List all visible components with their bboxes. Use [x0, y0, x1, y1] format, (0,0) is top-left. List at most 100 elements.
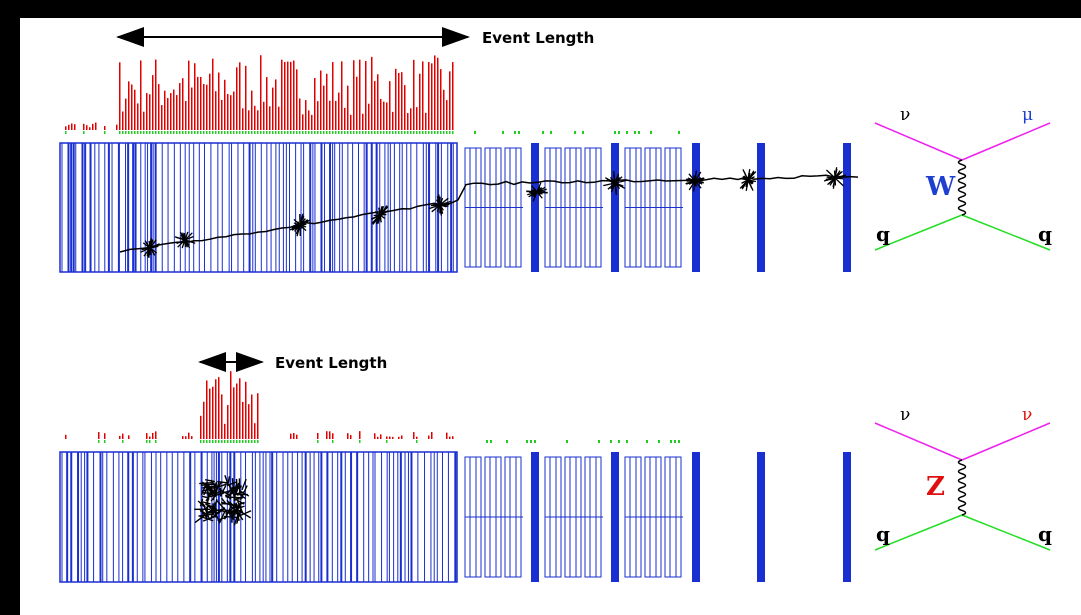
hit-tick — [143, 131, 145, 134]
hit-tick — [215, 131, 217, 134]
hit-bar — [200, 76, 202, 130]
hit-bar — [65, 434, 67, 439]
hit-bar — [176, 95, 178, 130]
hit-tick — [155, 131, 157, 134]
hit-tick — [146, 131, 148, 134]
hit-bar — [221, 394, 223, 439]
hit-tick — [650, 131, 652, 134]
hit-tick — [122, 440, 124, 443]
hit-bar — [233, 91, 235, 130]
hit-tick — [634, 131, 636, 134]
hit-bar — [65, 126, 67, 130]
hit-bar — [212, 386, 214, 439]
hit-tick — [278, 131, 280, 134]
hit-tick — [356, 131, 358, 134]
hit-bar — [128, 435, 130, 439]
steel-plane — [843, 452, 851, 582]
hit-bar — [344, 107, 346, 130]
hit-tick — [530, 440, 532, 443]
hit-tick — [212, 440, 214, 443]
hit-bar — [242, 108, 244, 130]
hit-tick — [431, 131, 433, 134]
shower-hit — [231, 478, 235, 493]
hit-tick — [646, 440, 648, 443]
hit-bar — [413, 432, 415, 439]
hit-bar — [425, 112, 427, 130]
hit-bar — [92, 123, 94, 130]
hit-bar — [266, 77, 268, 130]
hit-bar — [74, 124, 76, 130]
hit-bar — [371, 56, 373, 130]
hit-tick — [542, 131, 544, 134]
hit-tick — [410, 131, 412, 134]
hit-bar — [152, 432, 154, 439]
hit-tick — [674, 440, 676, 443]
fermion-line — [874, 122, 963, 161]
hit-bar — [215, 91, 217, 130]
steel-plane — [757, 143, 765, 272]
hit-tick — [446, 131, 448, 134]
hit-tick — [230, 440, 232, 443]
hit-bar — [179, 83, 181, 130]
hit-bar — [125, 98, 127, 130]
hit-tick — [185, 131, 187, 134]
particle-label: μ — [1022, 105, 1033, 125]
hit-bar — [242, 401, 244, 439]
calorimeter — [59, 142, 458, 273]
hit-tick — [164, 131, 166, 134]
hit-bar — [221, 99, 223, 130]
shower-hit — [199, 481, 213, 485]
hit-tick — [218, 131, 220, 134]
hit-bar — [296, 434, 298, 439]
hit-tick — [368, 131, 370, 134]
steel-plane — [611, 143, 619, 272]
shower-hit — [204, 478, 215, 483]
hit-bar — [155, 431, 157, 439]
shower-hit — [378, 207, 382, 223]
hit-bar — [86, 125, 88, 130]
hit-tick — [224, 131, 226, 134]
hit-tick — [224, 440, 226, 443]
hit-tick — [254, 440, 256, 443]
hit-tick — [212, 131, 214, 134]
hit-tick — [329, 131, 331, 134]
shower-hit — [233, 491, 245, 497]
hit-tick — [614, 131, 616, 134]
fermion-line — [961, 422, 1051, 461]
hit-bar — [410, 108, 412, 130]
hit-tick — [326, 131, 328, 134]
hit-tick — [218, 440, 220, 443]
hit-tick — [566, 440, 568, 443]
hit-bar — [305, 100, 307, 130]
shower-hit — [202, 501, 211, 505]
hit-bar — [224, 423, 226, 439]
hit-tick — [149, 440, 151, 443]
hit-tick — [380, 131, 382, 134]
hit-tick — [407, 131, 409, 134]
particle-label: q — [876, 522, 890, 546]
hit-tick — [332, 440, 334, 443]
hit-bar — [284, 61, 286, 131]
hit-bar — [452, 62, 454, 130]
hit-bar — [329, 100, 331, 130]
hit-bar — [389, 436, 391, 439]
hit-bar — [446, 432, 448, 439]
hit-tick — [257, 440, 259, 443]
hit-bar — [191, 436, 193, 439]
shower-hit — [227, 511, 235, 521]
hit-tick — [134, 131, 136, 134]
hit-bar — [428, 435, 430, 439]
hit-bar — [431, 431, 433, 439]
hit-bar — [245, 65, 247, 130]
hit-bar — [317, 432, 319, 439]
hit-bar — [191, 87, 193, 130]
hit-bar — [377, 436, 379, 439]
hit-tick — [362, 131, 364, 134]
hit-tick — [670, 440, 672, 443]
hit-bar — [254, 105, 256, 130]
hit-bar — [398, 436, 400, 439]
calorimeter — [59, 451, 458, 583]
hit-bar — [128, 81, 130, 130]
hit-bar — [296, 69, 298, 130]
shower-hit — [218, 488, 232, 497]
